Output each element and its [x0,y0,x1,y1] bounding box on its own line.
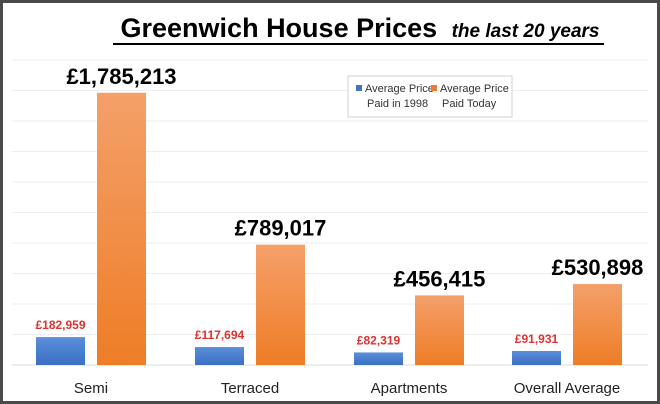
data-label: £1,785,213 [66,64,176,89]
data-label: £789,017 [235,216,327,241]
legend-label: Paid in 1998 [367,98,428,110]
legend-swatch [431,85,437,91]
category-label: Semi [74,380,108,397]
bar-today [97,92,146,366]
legend: Average Price Paid in 1998 Average Price Pa… [347,75,513,118]
category-label: Apartments [371,380,448,397]
data-label: £456,415 [394,266,486,291]
legend-box [347,75,513,118]
data-label: £82,319 [357,333,401,347]
legend-swatch [356,85,362,91]
legend-label: Average Price [365,83,434,95]
bar-today [573,284,622,365]
chart-title: Greenwich House Prices the last 20 years [121,13,600,43]
legend-label: Paid Today [442,98,497,110]
bar-today [415,295,464,365]
subtitle-text: the last 20 years [452,21,600,42]
data-label: £182,959 [35,318,85,332]
bar-1998 [512,350,561,365]
category-label: Terraced [221,380,279,397]
bar-1998 [36,337,85,365]
data-label: £530,898 [552,255,644,280]
title-text: Greenwich House Prices [121,13,438,43]
bar-1998 [195,347,244,365]
category-label: Overall Average [514,380,620,397]
legend-label: Average Price [440,83,509,95]
data-label: £91,931 [515,332,559,346]
bar-today [256,244,305,365]
data-label: £117,694 [195,328,245,342]
bar-1998 [354,352,403,365]
